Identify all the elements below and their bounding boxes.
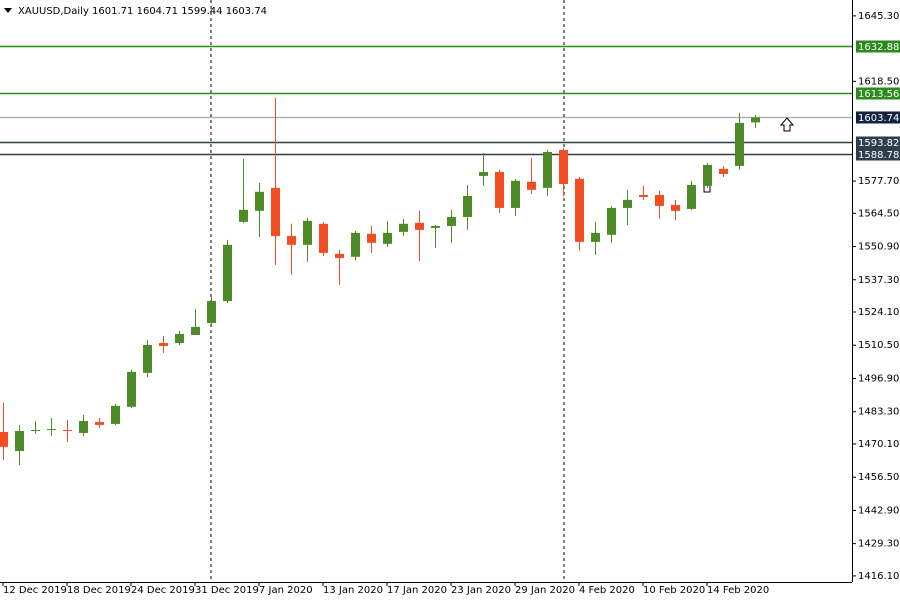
candle-body bbox=[463, 195, 472, 217]
candle-body bbox=[127, 371, 136, 407]
candle-body bbox=[703, 164, 712, 186]
x-tick-label: 13 Jan 2020 bbox=[323, 585, 383, 596]
candle-body bbox=[527, 181, 536, 190]
candle-body bbox=[207, 301, 216, 324]
high-price: 1604.71 bbox=[137, 6, 178, 17]
price-label: 1603.74 bbox=[858, 113, 899, 124]
menu-triangle[interactable] bbox=[4, 8, 12, 13]
candle-body bbox=[303, 220, 312, 245]
candle-body bbox=[447, 216, 456, 227]
candle-body bbox=[335, 253, 344, 259]
candle-body bbox=[367, 233, 376, 243]
candle-body bbox=[191, 326, 200, 335]
x-tick-label: 10 Feb 2020 bbox=[643, 585, 705, 596]
candle-body bbox=[639, 194, 648, 197]
candle-body bbox=[751, 117, 760, 123]
symbol: XAUUSD,Daily bbox=[18, 6, 89, 17]
candle-body bbox=[575, 178, 584, 242]
candle-body bbox=[719, 168, 728, 174]
candle-body bbox=[143, 344, 152, 373]
candle-body bbox=[0, 431, 8, 447]
x-tick-label: 31 Dec 2019 bbox=[195, 585, 259, 596]
candle-body bbox=[95, 421, 104, 425]
candle-body bbox=[687, 184, 696, 209]
candle-body bbox=[623, 199, 632, 208]
candle-body bbox=[15, 431, 24, 452]
buy-arrow bbox=[779, 117, 795, 132]
candle-body bbox=[255, 191, 264, 211]
y-tick-label: 1618.50 bbox=[858, 76, 899, 87]
candle-body bbox=[383, 232, 392, 244]
candle-body bbox=[271, 187, 280, 237]
price-label-box bbox=[856, 148, 900, 161]
price-label-box bbox=[856, 136, 900, 149]
x-tick-label: 18 Dec 2019 bbox=[67, 585, 131, 596]
chart-header: XAUUSD,Daily 1601.71 1604.71 1599.44 160… bbox=[18, 6, 267, 17]
y-tick-label: 1510.50 bbox=[858, 340, 899, 351]
close-price: 1603.74 bbox=[226, 6, 267, 17]
x-tick-label: 17 Jan 2020 bbox=[387, 585, 447, 596]
candle-body bbox=[79, 420, 88, 433]
open-price: 1601.71 bbox=[92, 6, 133, 17]
y-tick-label: 1456.50 bbox=[858, 472, 899, 483]
price-label: 1632.88 bbox=[858, 42, 899, 53]
candle-body bbox=[495, 172, 504, 208]
y-tick-label: 1429.30 bbox=[858, 539, 899, 550]
candle-body bbox=[415, 222, 424, 230]
candle-body bbox=[559, 150, 568, 184]
y-tick-label: 1564.50 bbox=[858, 208, 899, 219]
candle-body bbox=[543, 151, 552, 188]
price-label: 1593.82 bbox=[858, 138, 899, 149]
x-tick-label: 14 Feb 2020 bbox=[707, 585, 769, 596]
candle-body bbox=[735, 122, 744, 166]
y-tick-label: 1470.10 bbox=[858, 439, 899, 450]
candle-body bbox=[607, 207, 616, 235]
x-tick-label: 23 Jan 2020 bbox=[451, 585, 511, 596]
candle-body bbox=[479, 172, 488, 176]
y-tick-label: 1524.10 bbox=[858, 307, 899, 318]
y-tick-label: 1416.10 bbox=[858, 571, 899, 582]
candle-body bbox=[287, 236, 296, 245]
candle-body bbox=[63, 430, 72, 432]
y-tick-label: 1483.30 bbox=[858, 407, 899, 418]
price-label-box bbox=[856, 40, 900, 53]
candle-body bbox=[239, 209, 248, 222]
candle-body bbox=[111, 405, 120, 424]
candle-body bbox=[655, 194, 664, 206]
candle-body bbox=[319, 223, 328, 253]
y-tick-label: 1577.70 bbox=[858, 176, 899, 187]
y-tick-label: 1442.90 bbox=[858, 505, 899, 516]
low-price: 1599.44 bbox=[181, 6, 222, 17]
y-tick-label: 1550.90 bbox=[858, 242, 899, 253]
price-label-box bbox=[856, 111, 900, 124]
y-tick-label: 1645.30 bbox=[858, 11, 899, 22]
candle-body bbox=[671, 204, 680, 211]
candle-body bbox=[31, 430, 40, 432]
x-tick-label: 4 Feb 2020 bbox=[579, 585, 635, 596]
candle-body bbox=[591, 232, 600, 242]
candle-body bbox=[351, 232, 360, 257]
candle-body bbox=[47, 429, 56, 431]
y-tick-label: 1496.90 bbox=[858, 373, 899, 384]
y-tick-label: 1537.30 bbox=[858, 275, 899, 286]
candle-body bbox=[159, 343, 168, 346]
price-label: 1613.56 bbox=[858, 89, 899, 100]
candle-body bbox=[175, 334, 184, 344]
candle-body bbox=[431, 226, 440, 228]
x-tick-label: 24 Dec 2019 bbox=[131, 585, 195, 596]
candle-body bbox=[223, 244, 232, 302]
x-tick-label: 7 Jan 2020 bbox=[259, 585, 313, 596]
candle-body bbox=[511, 180, 520, 208]
price-label: 1588.78 bbox=[858, 150, 899, 161]
candle-body bbox=[399, 223, 408, 232]
x-tick-label: 12 Dec 2019 bbox=[3, 585, 67, 596]
x-tick-label: 29 Jan 2020 bbox=[515, 585, 575, 596]
price-label-box bbox=[856, 87, 900, 100]
